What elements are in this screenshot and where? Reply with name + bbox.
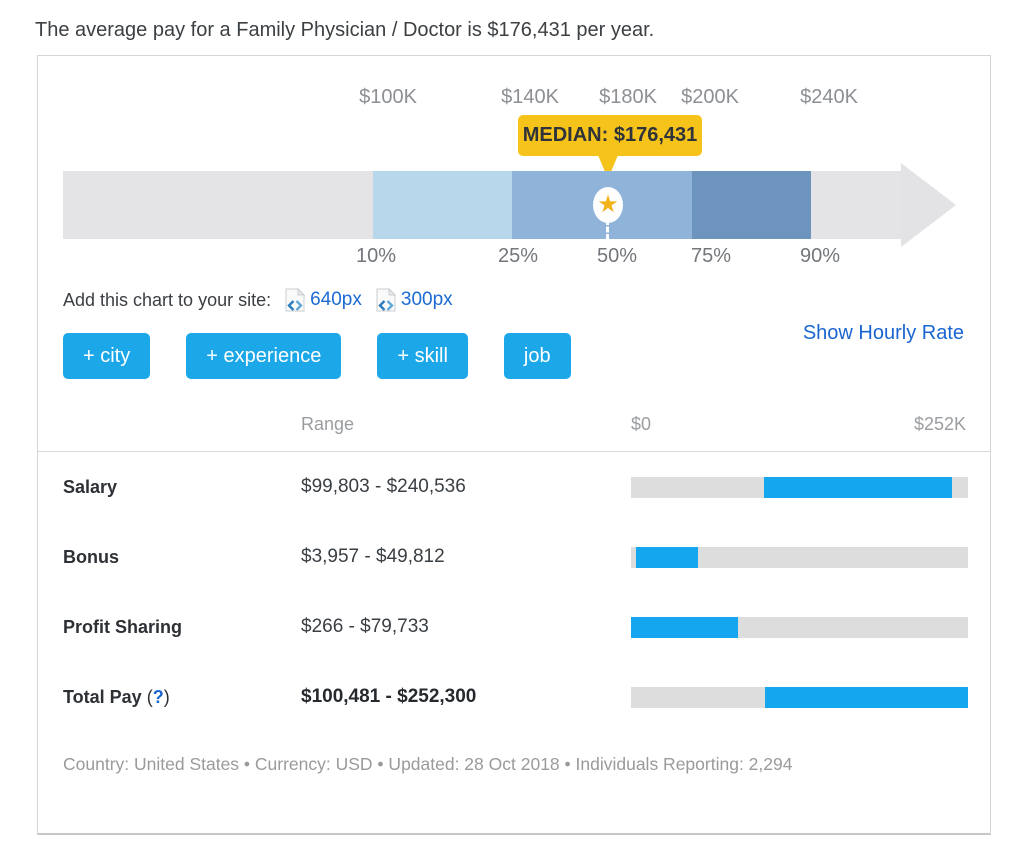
paren-close: ) xyxy=(163,686,170,707)
star-icon: ★ xyxy=(597,191,619,218)
range-bar-track xyxy=(631,546,968,568)
pct-tick-10: 10% xyxy=(355,245,397,267)
row-range-value: $99,803 - $240,536 xyxy=(301,476,466,497)
segment-below-10th xyxy=(63,171,373,239)
page-title: The average pay for a Family Physician /… xyxy=(35,19,655,41)
pct-tick-90: 90% xyxy=(799,245,841,267)
embed-link-640-label: 640px xyxy=(310,289,362,310)
add-experience-button[interactable]: + experience xyxy=(186,333,342,379)
row-range-value: $100,481 - $252,300 xyxy=(301,686,477,707)
pct-tick-25: 25% xyxy=(497,245,539,267)
table-row-total-pay: Total Pay (?) $100,481 - $252,300 xyxy=(38,662,990,732)
range-bar-fill xyxy=(764,476,953,498)
header-range: Range xyxy=(301,414,355,434)
arrow-head xyxy=(901,163,956,247)
row-range-value: $266 - $79,733 xyxy=(301,616,429,637)
embed-link-300[interactable]: 300px xyxy=(376,288,453,312)
median-dashed-line xyxy=(606,219,609,240)
paren-open: ( xyxy=(146,686,153,707)
range-bar-track xyxy=(631,616,968,638)
help-question-icon[interactable]: ? xyxy=(152,686,164,707)
salary-chart-card: $100K $140K $180K $200K $240K MEDIAN: $1… xyxy=(37,55,991,835)
header-axis-min: $0 xyxy=(630,414,652,434)
row-label: Salary xyxy=(63,476,118,497)
segment-above-90th xyxy=(811,171,901,239)
add-city-button[interactable]: + city xyxy=(63,333,151,379)
filter-buttons-row: + city + experience + skill job xyxy=(63,333,571,379)
pct-tick-50: 50% xyxy=(596,245,638,267)
embed-prompt: Add this chart to your site: xyxy=(63,289,272,310)
embed-code-icon xyxy=(376,288,396,312)
table-row-bonus: Bonus $3,957 - $49,812 xyxy=(38,522,990,592)
header-axis-max: $252K xyxy=(913,414,966,434)
embed-code-icon xyxy=(285,288,306,312)
axis-tick-180k: $180K xyxy=(599,86,657,108)
row-label: Profit Sharing xyxy=(63,616,183,637)
axis-tick-200k: $200K xyxy=(681,86,739,108)
axis-tick-240k: $240K xyxy=(800,86,858,108)
pay-ranges-table: Salary $99,803 - $240,536 Bonus $3,957 -… xyxy=(38,451,990,732)
add-skill-button[interactable]: + skill xyxy=(377,333,468,379)
row-range-value: $3,957 - $49,812 xyxy=(301,546,445,567)
table-row-salary: Salary $99,803 - $240,536 xyxy=(38,452,990,522)
segment-10th-25th xyxy=(373,171,512,239)
segment-75th-90th xyxy=(692,171,811,239)
range-bar-track xyxy=(631,686,968,708)
show-hourly-rate-link[interactable]: Show Hourly Rate xyxy=(802,322,964,344)
table-row-profit-sharing: Profit Sharing $266 - $79,733 xyxy=(38,592,990,662)
range-bar-fill xyxy=(636,546,698,568)
job-button[interactable]: job xyxy=(503,333,571,379)
embed-link-300-label: 300px xyxy=(400,289,453,310)
report-metadata: Country: United States • Currency: USD •… xyxy=(63,754,793,774)
axis-tick-140k: $140K xyxy=(501,86,559,108)
median-star-marker[interactable]: ★ xyxy=(593,187,623,223)
row-label: Bonus xyxy=(63,546,119,567)
range-bar-fill xyxy=(631,616,738,638)
range-bar-track xyxy=(631,476,968,498)
row-label: Total Pay (?) xyxy=(63,687,301,708)
pct-tick-75: 75% xyxy=(690,245,732,267)
embed-link-640[interactable]: 640px xyxy=(285,288,362,312)
range-bar-fill xyxy=(765,686,968,708)
total-pay-label: Total Pay xyxy=(63,686,142,707)
percentile-bar xyxy=(63,171,901,239)
median-tooltip: MEDIAN: $176,431 xyxy=(518,115,702,156)
axis-tick-100k: $100K xyxy=(359,86,417,108)
embed-row: Add this chart to your site: 640px 300px xyxy=(63,288,453,312)
